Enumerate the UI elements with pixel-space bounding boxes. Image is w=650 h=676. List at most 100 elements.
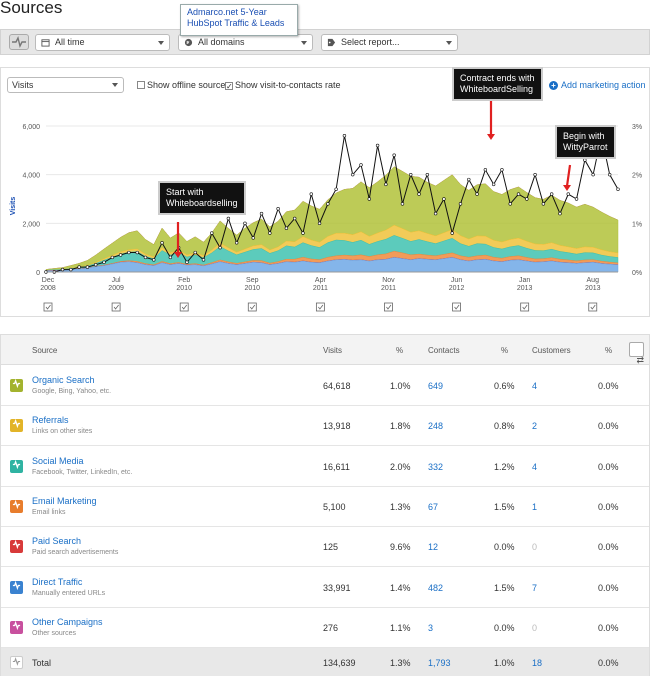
swap-icon: ⇄ <box>636 355 645 365</box>
total-visits-pct: 1.3% <box>390 658 411 669</box>
rate-point <box>193 250 197 255</box>
rate-point <box>616 187 620 191</box>
total-contacts-link[interactable]: 1,793 <box>428 658 451 669</box>
annotation-line: Begin with <box>563 131 605 141</box>
source-name-link[interactable]: Social Media <box>32 455 84 466</box>
checkbox-box[interactable] <box>137 81 145 89</box>
contacts-link[interactable]: 3 <box>428 622 434 633</box>
marketing-action-icon <box>179 302 189 312</box>
col-visits-pct[interactable]: % <box>396 346 404 355</box>
chart-toggle-button[interactable] <box>9 34 29 50</box>
annotation-note-line2: HubSpot Traffic & Leads <box>187 18 285 28</box>
col-customers[interactable]: Customers <box>532 346 571 355</box>
contacts-link[interactable]: 67 <box>428 501 439 512</box>
source-name-link[interactable]: Direct Traffic <box>32 576 83 587</box>
y2-tick-label: 0% <box>632 270 642 277</box>
customers-value[interactable]: 4 <box>532 461 538 472</box>
metric-value: Visits <box>12 80 34 90</box>
report-dropdown[interactable]: Select report... <box>321 34 458 51</box>
contacts-link[interactable]: 482 <box>428 582 444 593</box>
source-name-link[interactable]: Organic Search <box>32 375 95 385</box>
annotation-line: Contract ends with <box>460 73 535 83</box>
col-contacts-pct[interactable]: % <box>501 346 509 355</box>
y-axis-label: Visits <box>10 197 17 216</box>
rate-checkbox[interactable]: ✓ Show visit-to-contacts rate <box>225 79 341 91</box>
rate-point <box>458 202 463 206</box>
customers-value[interactable]: 1 <box>532 501 538 512</box>
x-tick-month: Jul <box>112 277 121 284</box>
visits-value: 125 <box>323 542 339 553</box>
offline-sources-label: Show offline sources <box>147 80 230 90</box>
customers-value[interactable]: 7 <box>532 582 538 593</box>
contacts-link[interactable]: 332 <box>428 461 444 472</box>
rate-point <box>591 172 595 177</box>
col-contacts[interactable]: Contacts <box>428 346 460 355</box>
check-icon <box>45 304 51 310</box>
col-customers-pct[interactable]: % <box>605 346 613 355</box>
source-description: Email links <box>32 508 66 516</box>
globe-icon <box>184 38 193 47</box>
rate-point <box>508 202 512 206</box>
customers-value[interactable]: 2 <box>532 421 538 432</box>
time-range-value: All time <box>55 37 85 47</box>
rate-point <box>110 255 115 260</box>
rate-point <box>491 182 496 187</box>
source-pulse-icon <box>10 378 23 392</box>
source-name-link[interactable]: Other Campaigns <box>32 616 103 627</box>
visits-pct-value: 9.6% <box>390 542 411 553</box>
customers-value[interactable]: 4 <box>532 381 538 391</box>
chevron-down-icon <box>158 41 164 45</box>
x-tick-year: 2012 <box>449 285 465 292</box>
rate-point <box>259 211 264 216</box>
rate-point <box>118 253 123 257</box>
checkbox-box[interactable]: ✓ <box>225 82 233 91</box>
total-contacts-pct: 1.0% <box>494 658 515 669</box>
check-icon <box>386 304 392 310</box>
x-tick-month: Aug <box>587 277 600 284</box>
source-name-link[interactable]: Paid Search <box>32 536 82 547</box>
rate-point <box>409 172 413 177</box>
rate-point <box>475 192 479 196</box>
marketing-action-icon <box>247 302 257 312</box>
source-pulse-icon <box>10 459 23 473</box>
rate-point <box>226 216 231 221</box>
annotation-arrow <box>565 164 572 187</box>
domains-dropdown[interactable]: All domains <box>178 34 313 51</box>
source-description: Manually entered URLs <box>32 589 106 597</box>
customers-pct-value: 0.0% <box>598 421 619 432</box>
x-tick-year: 2011 <box>313 285 328 292</box>
col-source[interactable]: Source <box>32 346 58 355</box>
table-row: Social Media Facebook, Twitter, LinkedIn,… <box>1 447 649 487</box>
filter-bar: All time All domains Select report... <box>0 29 650 55</box>
annotation-note-line1: Admarco.net 5-Year <box>187 7 267 17</box>
visits-value: 16,611 <box>323 461 350 472</box>
source-name-link[interactable]: Referrals <box>32 415 69 426</box>
add-marketing-action-link[interactable]: + Add marketing action <box>549 80 646 90</box>
rate-point <box>367 197 372 201</box>
total-customers-link[interactable]: 18 <box>532 658 543 669</box>
page-title: Sources <box>0 0 63 17</box>
swap-columns-button[interactable]: ⇄ <box>629 342 644 365</box>
rate-point <box>425 172 430 177</box>
col-visits[interactable]: Visits <box>323 346 342 355</box>
time-range-dropdown[interactable]: All time <box>35 34 170 51</box>
contacts-link[interactable]: 649 <box>428 381 444 391</box>
visits-pct-value: 1.1% <box>390 622 411 633</box>
y-tick-label: 0 <box>36 270 40 277</box>
rate-point <box>268 231 272 235</box>
contacts-link[interactable]: 12 <box>428 542 439 553</box>
contacts-link[interactable]: 248 <box>428 421 444 432</box>
source-name-link[interactable]: Email Marketing <box>32 495 97 506</box>
contacts-pct-value: 1.5% <box>494 501 515 512</box>
marketing-action-icon <box>588 302 598 312</box>
check-icon <box>113 304 119 310</box>
report-value: Select report... <box>341 37 400 47</box>
rate-point <box>450 231 454 235</box>
offline-sources-checkbox[interactable]: Show offline sources <box>137 79 230 91</box>
rate-point <box>160 241 164 245</box>
marketing-action-icon <box>520 302 530 312</box>
metric-dropdown[interactable]: Visits <box>7 77 124 93</box>
table-row: Referrals Links on other sites 13,918 1.8% 2… <box>1 406 649 447</box>
annotation-arrow-head <box>174 252 182 258</box>
contacts-pct-value: 1.5% <box>494 582 515 593</box>
